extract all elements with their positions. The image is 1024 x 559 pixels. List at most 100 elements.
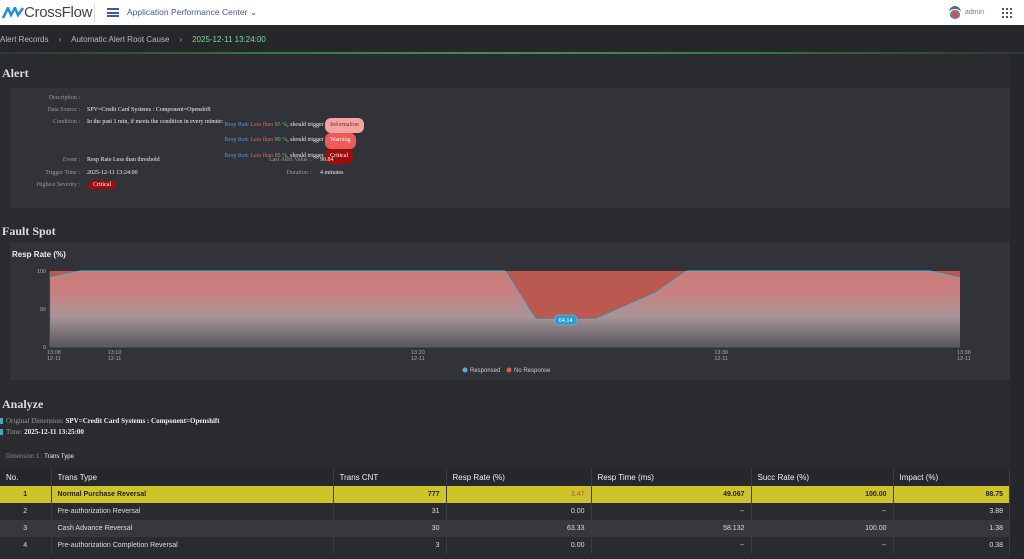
x-tick-time: 13:30 xyxy=(714,350,728,356)
col-trans-cnt[interactable]: Trans CNT xyxy=(333,468,447,486)
col-succ-rate[interactable]: Succ Rate (%) xyxy=(751,468,894,486)
cell-no: 4 xyxy=(0,537,52,554)
y-tick-label: 0 xyxy=(43,345,46,351)
apps-grid-icon[interactable] xyxy=(1001,7,1013,19)
legend-label: Responsed xyxy=(470,368,500,374)
severity-badge-warning: Warning xyxy=(325,133,356,149)
condition-item: Resp Rate Less than 95 %, should trigger… xyxy=(224,117,364,133)
cell-trans-type: Normal Purchase Reversal xyxy=(51,486,334,503)
dimension-label: Dimension 1 : Trans Type xyxy=(6,454,74,460)
duration-label: Duration : xyxy=(286,170,312,176)
responsed-line xyxy=(49,270,961,321)
scrollbar[interactable] xyxy=(1010,54,1024,559)
x-tick-date: 12-11 xyxy=(957,356,971,362)
highest-severity-badge: Critical xyxy=(88,181,116,189)
data-label: 64.14 xyxy=(559,318,573,324)
cell-resp-time: 49.067 xyxy=(591,486,752,503)
trigger-time-value: 2025-12-11 13:24:00 xyxy=(87,170,138,176)
cell-impact: 1.38 xyxy=(893,520,1010,537)
divider xyxy=(0,52,1024,54)
original-dimension: Original Dimension: SPV=Credit Card Syst… xyxy=(0,417,220,425)
analyze-heading: Analyze xyxy=(2,397,44,411)
table-row[interactable]: 2 Pre-authorization Reversal 31 0.00 -- -- 3.8… xyxy=(0,503,1010,520)
duration-value: 4 minutes xyxy=(320,170,344,176)
condition-item: Resp Rate Less than 85 %, should trigger… xyxy=(224,148,364,164)
event-label: Event : xyxy=(62,157,80,163)
col-trans-type[interactable]: Trans Type xyxy=(51,468,334,486)
condition-row: In the past 1 min, if meets the conditio… xyxy=(87,117,364,164)
cell-impact: 0.38 xyxy=(893,537,1010,554)
cell-trans-cnt: 777 xyxy=(333,486,447,503)
chart-title: Resp Rate (%) xyxy=(12,250,66,259)
table-row[interactable]: 1 Normal Purchase Reversal 777 3.47 49.067 10… xyxy=(0,486,1010,503)
resp-rate-chart[interactable]: 09010013:0812-1113:1012-1113:2012-1113:3… xyxy=(10,242,1010,380)
cell-trans-cnt: 3 xyxy=(333,537,447,554)
chart-panel: Resp Rate (%) 0 90 100 13:08 12-11 13:10 12-11… xyxy=(10,242,1010,380)
cell-trans-type: Pre-authorization Completion Reversal xyxy=(51,537,334,554)
top-bar: CrossFlow Application Performance Center… xyxy=(0,0,1024,25)
alert-panel: Description : Data Source : SPV=Credit C… xyxy=(10,88,1010,208)
brand-name: CrossFlow xyxy=(24,4,93,21)
cell-trans-type: Pre-authorization Reversal xyxy=(51,503,334,520)
y-tick-label: 100 xyxy=(37,269,46,275)
col-no[interactable]: No. xyxy=(0,468,52,486)
analysis-table: No. Trans Type Trans CNT Resp Rate (%) R… xyxy=(0,468,1010,554)
y-tick-label: 90 xyxy=(40,307,46,313)
alert-heading: Alert xyxy=(2,66,29,80)
x-tick-date: 12-11 xyxy=(411,356,425,362)
data-source-label: Data Source : xyxy=(47,107,80,113)
crossflow-logo-icon xyxy=(2,6,24,19)
responsed-area xyxy=(50,271,960,347)
table-header: No. Trans Type Trans CNT Resp Rate (%) R… xyxy=(0,468,1010,486)
col-resp-rate[interactable]: Resp Rate (%) xyxy=(446,468,592,486)
breadcrumb-root-cause[interactable]: Automatic Alert Root Cause xyxy=(71,34,170,44)
analyze-time: Time: 2025-12-11 13:25:00 xyxy=(0,428,84,436)
app-switcher[interactable]: Application Performance Center ⌄ xyxy=(127,7,257,18)
table-row[interactable]: 3 Cash Advance Reversal 30 63.33 58.132 100.0… xyxy=(0,520,1010,537)
breadcrumb: Alert Records › Automatic Alert Root Caus… xyxy=(0,25,1024,53)
chevron-right-icon: › xyxy=(179,34,183,44)
fault-spot-heading: Fault Spot xyxy=(2,224,56,238)
cell-no: 2 xyxy=(0,503,52,520)
cell-resp-rate: 0.00 xyxy=(446,537,592,554)
x-tick-time: 13:38 xyxy=(957,350,971,356)
cell-no: 3 xyxy=(0,520,52,537)
cell-trans-cnt: 30 xyxy=(333,520,447,537)
cell-trans-type: Cash Advance Reversal xyxy=(51,520,334,537)
condition-item: Resp Rate Less than 90 %, should trigger… xyxy=(224,133,364,149)
trigger-time-label: Trigger Time : xyxy=(45,170,80,176)
chevron-right-icon: › xyxy=(58,34,62,44)
menu-icon[interactable] xyxy=(107,8,119,17)
cell-resp-time: -- xyxy=(591,537,752,554)
condition-list: Resp Rate Less than 95 %, should trigger… xyxy=(224,117,364,164)
cell-succ-rate: 100.00 xyxy=(751,486,894,503)
condition-intro: In the past 1 min, if meets the conditio… xyxy=(87,119,224,125)
brand-logo[interactable]: CrossFlow xyxy=(0,3,95,22)
cell-resp-rate: 3.47 xyxy=(446,486,592,503)
cell-resp-rate: 0.00 xyxy=(446,503,592,520)
last-alert-label: Last Alert Value : xyxy=(268,157,311,163)
data-source-value: SPV=Credit Card Systems : Component=Open… xyxy=(87,107,211,113)
x-tick-date: 12-11 xyxy=(108,356,122,362)
col-resp-time[interactable]: Resp Time (ms) xyxy=(591,468,752,486)
user-menu[interactable]: admin xyxy=(948,6,984,19)
col-impact[interactable]: Impact (%) xyxy=(893,468,1010,486)
cell-impact: 3.88 xyxy=(893,503,1010,520)
x-tick-date: 12-11 xyxy=(47,356,61,362)
cell-resp-rate: 63.33 xyxy=(446,520,592,537)
cell-succ-rate: -- xyxy=(751,537,894,554)
cell-succ-rate: 100.00 xyxy=(751,520,894,537)
breadcrumb-alert-records[interactable]: Alert Records xyxy=(0,34,49,44)
severity-badge-critical: Critical xyxy=(325,148,354,164)
breadcrumb-current: 2025-12-11 13:24:00 xyxy=(192,34,266,44)
x-tick-time: 13:20 xyxy=(411,350,425,356)
x-tick-time: 13:08 xyxy=(47,350,61,356)
legend-label: No Response xyxy=(514,368,551,374)
data-label-box xyxy=(554,314,577,326)
table-row[interactable]: 4 Pre-authorization Completion Reversal 3 0… xyxy=(0,537,1010,554)
event-value: Resp Rate Less than threshold xyxy=(87,157,160,163)
cell-trans-cnt: 31 xyxy=(333,503,447,520)
x-tick-date: 12-11 xyxy=(714,356,728,362)
chevron-down-icon: ⌄ xyxy=(249,7,257,17)
legend-marker xyxy=(462,367,468,373)
